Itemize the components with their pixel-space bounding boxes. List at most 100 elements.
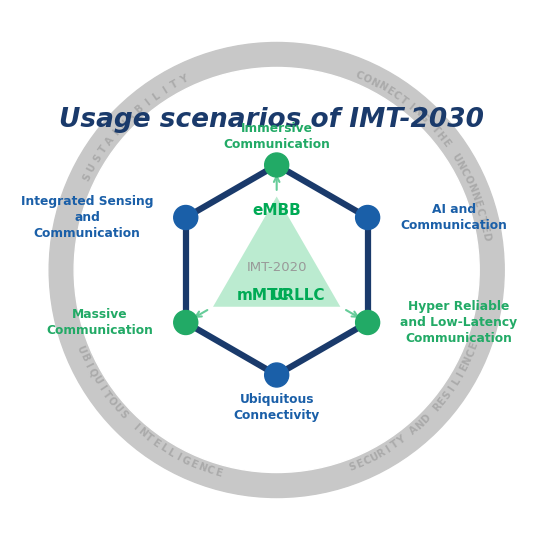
Text: L: L [158,442,168,454]
Text: I: I [384,444,393,455]
Text: E: E [436,396,448,407]
Text: T: T [398,95,409,107]
Text: E: E [471,199,483,208]
Text: S: S [441,389,453,401]
Text: I: I [143,98,152,108]
Text: D: D [480,232,491,242]
Text: O: O [105,395,118,408]
Text: U: U [111,402,123,415]
Text: N: N [369,77,381,89]
Text: N: N [468,190,480,201]
Text: eMBB: eMBB [252,202,301,218]
Polygon shape [213,197,341,307]
Circle shape [265,363,289,387]
Text: O: O [361,73,373,85]
Text: G: G [417,111,429,124]
Text: O: O [462,174,474,186]
Text: N: N [410,105,423,118]
Text: T: T [143,432,154,444]
Circle shape [174,310,198,334]
Text: C: C [458,167,470,178]
Circle shape [265,153,289,177]
Text: C: C [354,70,365,82]
Text: C: C [474,207,486,217]
Text: E: E [384,85,395,97]
Text: A: A [103,134,116,147]
Circle shape [74,68,479,472]
Text: A: A [125,111,137,123]
Text: IMT-2020: IMT-2020 [246,261,307,274]
Text: mMTC: mMTC [237,288,289,303]
Text: T: T [97,144,109,155]
Text: T: T [429,124,441,136]
Circle shape [356,310,380,334]
Text: E: E [468,341,480,350]
Text: L: L [151,91,162,103]
Text: S: S [117,409,129,421]
Text: N: N [196,462,208,474]
Text: L: L [450,376,462,387]
Text: T: T [476,215,487,225]
Text: I: I [111,128,121,137]
Text: R: R [376,447,387,460]
Text: AI and
Communication: AI and Communication [400,203,507,232]
Text: Y: Y [179,74,189,86]
Text: Y: Y [396,434,407,447]
Text: H: H [434,130,447,143]
Circle shape [49,43,504,497]
Text: I: I [455,370,465,379]
Text: Massive
Communication: Massive Communication [46,308,153,337]
Text: T: T [100,389,112,401]
Text: D: D [420,413,433,426]
Text: Ubiquitous
Connectivity: Ubiquitous Connectivity [233,393,320,422]
Text: I: I [83,361,93,369]
Text: Q: Q [86,367,98,379]
Text: E: E [355,458,365,470]
Text: E: E [440,138,452,149]
Text: R: R [431,401,443,414]
Text: I: I [131,422,140,432]
Text: U: U [75,343,87,355]
Text: E: E [150,437,161,449]
Text: I: I [161,85,169,96]
Circle shape [174,206,198,230]
Text: N: N [136,426,148,439]
Text: N: N [465,182,478,193]
Text: C: C [362,455,373,467]
Text: I: I [447,384,457,393]
Text: N: N [117,118,130,131]
Text: I: I [96,383,107,392]
Text: S: S [81,172,93,183]
Text: U: U [449,151,462,164]
Text: Hyper Reliable
and Low-Latency
Communication: Hyper Reliable and Low-Latency Communica… [400,300,517,345]
Text: A: A [408,424,421,437]
Text: C: C [465,348,477,359]
Text: S: S [91,153,103,164]
Text: L: L [165,447,176,458]
Text: B: B [133,103,145,116]
Text: U: U [90,374,103,386]
Text: Immersive
Communication: Immersive Communication [223,122,330,151]
Text: E: E [189,458,199,470]
Text: E: E [478,224,490,233]
Text: N: N [414,418,427,431]
Text: N: N [461,355,474,367]
Text: E: E [214,467,223,479]
Text: T: T [169,79,180,91]
Text: B: B [78,352,90,363]
Text: Usage scenarios of IMT-2030: Usage scenarios of IMT-2030 [59,107,484,133]
Text: E: E [458,362,470,373]
Text: C: C [205,464,215,476]
Text: Integrated Sensing
and
Communication: Integrated Sensing and Communication [21,195,153,240]
Text: G: G [180,455,192,467]
Text: U: U [369,451,380,464]
Text: I: I [406,102,415,111]
Text: I: I [174,451,182,462]
Text: N: N [376,80,388,93]
Text: S: S [347,461,358,473]
Circle shape [356,206,380,230]
Text: C: C [391,90,402,102]
Text: URLLC: URLLC [271,288,325,303]
Text: N: N [454,159,466,171]
Text: T: T [390,439,401,451]
